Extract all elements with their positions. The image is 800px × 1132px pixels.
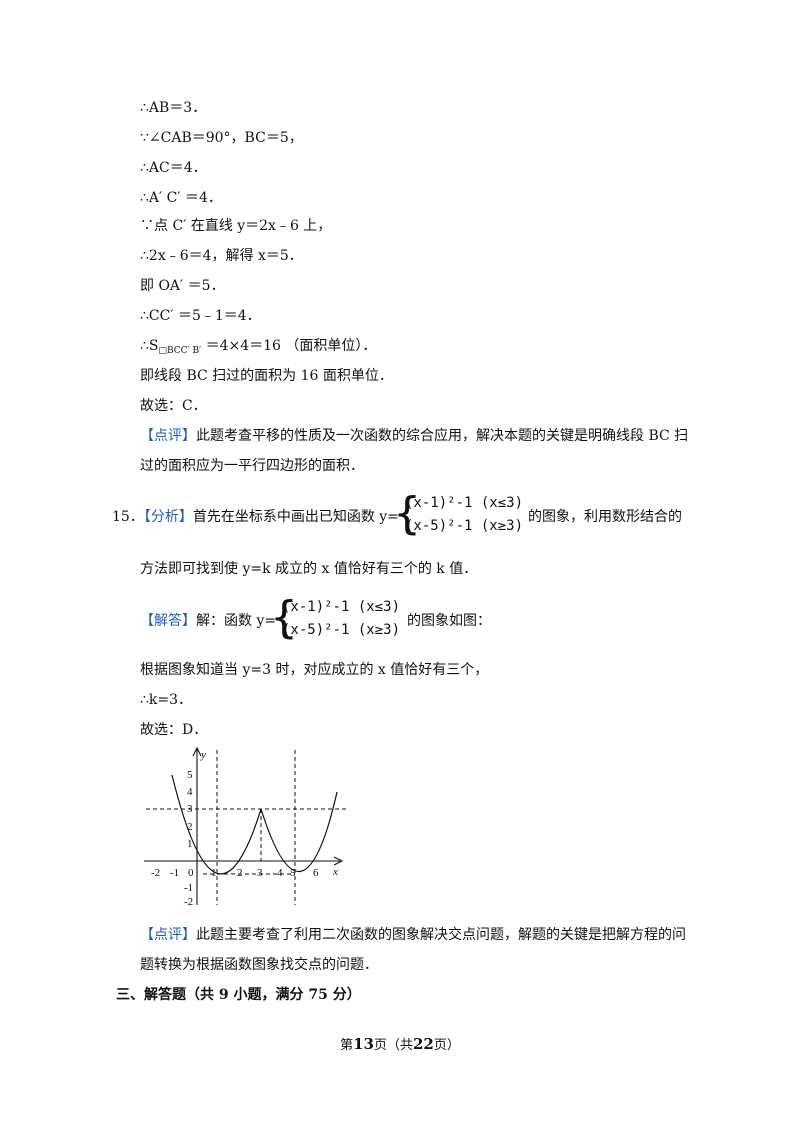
y-tick-label: -1 — [184, 882, 193, 894]
x-tick-label: 2 — [237, 867, 243, 879]
page-footer: 第13页（共22页） — [0, 1034, 800, 1053]
case-2: (x-5)²-1 (x≥3) — [405, 518, 524, 534]
text-line: ∴AB＝3． — [140, 100, 207, 116]
comment-tag: 【点评】 — [140, 428, 196, 444]
curve-left — [171, 774, 262, 875]
y-tick-label: 2 — [187, 821, 193, 833]
x-tick-label: 5 — [290, 867, 296, 879]
footer-prefix: 第 — [340, 1038, 354, 1053]
area-formula: ∴S□BCC′ B′ ＝4×4＝16 （面积单位）． — [140, 336, 376, 361]
footer-page-number: 13 — [353, 1035, 374, 1053]
q15-analysis-line: 15．【分析】首先在坐标系中画出已知函数 y= — [112, 507, 399, 527]
footer-total-pages: 22 — [413, 1035, 434, 1053]
text-line: ∵点 C′ 在直线 y＝2x﹣6 上， — [140, 218, 332, 234]
y-tick-label: 4 — [187, 786, 193, 798]
text-line: 根据图象知道当 y=3 时，对应成立的 x 值恰好有三个， — [140, 662, 489, 678]
text-line: 故选：D． — [140, 722, 208, 738]
function-graph: y x -2 -1 0 1 2 3 4 5 6 5 4 3 2 1 -1 -2 — [144, 746, 348, 908]
comment-line: 【点评】此题主要考查了利用二次函数的图象解决交点问题，解题的关键是把解方程的问 — [140, 925, 686, 945]
y-tick-label: -2 — [184, 896, 193, 908]
x-tick-label: 4 — [277, 867, 283, 879]
comment-line: 题转换为根据函数图象找交点的问题． — [140, 957, 378, 973]
y-tick-label: 3 — [187, 803, 193, 815]
x-axis-label: x — [332, 866, 338, 878]
x-tick-label: 1 — [211, 867, 217, 879]
formula-subscript: □BCC′ B′ — [158, 346, 202, 356]
x-tick-label: 0 — [188, 867, 194, 879]
y-tick-label: 1 — [187, 838, 193, 850]
answer-tag: 【解答】 — [140, 613, 196, 629]
answer-line: 【解答】解：函数 y= — [140, 611, 276, 631]
section-heading: 三、解答题（共 9 小题，满分 75 分） — [116, 987, 361, 1003]
footer-suffix: 页） — [433, 1038, 460, 1053]
case-2: (x-5)²-1 (x≥3) — [282, 622, 401, 638]
case-1: (x-1)²-1 (x≤3) — [282, 599, 401, 615]
analysis-line-2: 方法即可找到使 y=k 成立的 x 值恰好有三个的 k 值． — [140, 561, 478, 577]
comment-line: 过的面积应为一平行四边形的面积． — [140, 458, 364, 474]
text-line: 即线段 BC 扫过的面积为 16 面积单位． — [140, 368, 393, 384]
comment-line: 【点评】此题考查平移的性质及一次函数的综合应用，解决本题的关键是明确线段 BC … — [140, 426, 688, 446]
analysis-tag: 【分析】 — [143, 509, 193, 525]
comment-text: 此题考查平移的性质及一次函数的综合应用，解决本题的关键是明确线段 BC 扫 — [196, 428, 689, 444]
curve-right — [260, 791, 338, 873]
piecewise-function: { (x-1)²-1 (x≤3) (x-5)²-1 (x≥3) — [270, 596, 400, 646]
piecewise-function: { (x-1)²-1 (x≤3) (x-5)²-1 (x≥3) — [393, 492, 523, 542]
analysis-tail: 的图象，利用数形结合的 — [528, 509, 682, 525]
x-axis-arrow — [333, 856, 344, 866]
question-number: 15． — [112, 509, 144, 525]
formula-start: ∴S — [140, 338, 159, 354]
x-tick-label: 3 — [257, 867, 263, 879]
analysis-text: 首先在坐标系中画出已知函数 y= — [192, 509, 399, 525]
footer-mid: 页（共 — [373, 1038, 413, 1053]
answer-text: 解：函数 y= — [196, 613, 277, 629]
formula-end: ＝4×4＝16 （面积单位）． — [201, 338, 377, 354]
x-tick-label: 6 — [313, 867, 319, 879]
y-axis-arrow — [192, 746, 202, 757]
y-axis-label: y — [200, 749, 206, 761]
text-line: 即 OA′ ＝5． — [140, 278, 225, 294]
text-line: ∴k=3． — [140, 692, 193, 708]
text-line: ∴AC＝4． — [140, 160, 207, 176]
text-line: ∴CC′ ＝5﹣1＝4． — [140, 308, 261, 324]
left-brace: { — [270, 592, 298, 643]
y-tick-label: 5 — [187, 769, 193, 781]
comment-text: 此题主要考查了利用二次函数的图象解决交点问题，解题的关键是把解方程的问 — [196, 927, 686, 943]
text-line: ∵∠CAB＝90°，BC＝5， — [140, 130, 303, 146]
x-tick-label: -1 — [170, 867, 179, 879]
text-line: ∴A′ C′ ＝4． — [140, 190, 222, 206]
comment-tag: 【点评】 — [140, 927, 196, 943]
x-tick-label: -2 — [151, 867, 160, 879]
text-line: ∴2x﹣6＝4，解得 x＝5． — [140, 248, 303, 264]
text-line: 故选：C． — [140, 398, 207, 414]
case-1: (x-1)²-1 (x≤3) — [405, 495, 524, 511]
left-brace: { — [393, 488, 421, 539]
answer-tail: 的图象如图： — [407, 613, 491, 629]
